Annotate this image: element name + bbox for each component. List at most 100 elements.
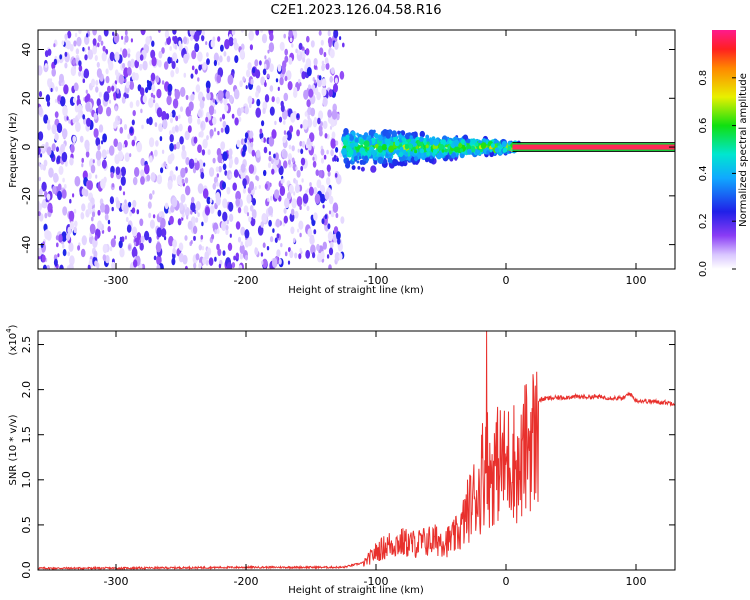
spectrogram-cell (107, 226, 111, 233)
spectrogram-cell (254, 247, 259, 256)
spectrogram-cell (194, 42, 200, 53)
spectrogram-cell (120, 176, 126, 186)
spectrogram-cell (274, 189, 280, 200)
spectrogram-cell (197, 109, 203, 118)
spectrogram-cell (96, 61, 100, 68)
spectrogram-cell (502, 148, 507, 153)
spectrogram-cell (326, 254, 330, 259)
spectrogram-cell (229, 173, 233, 179)
spectrogram-cell (70, 144, 75, 153)
spectrogram-cell (254, 186, 257, 190)
spectrogram-cell (327, 171, 331, 177)
spectrogram-cell (96, 98, 102, 107)
spectrogram-cell (58, 165, 64, 175)
spectrogram-cell (201, 221, 204, 227)
spectrogram-cell (247, 236, 253, 247)
spectrogram-cell (441, 149, 445, 153)
spectrogram-y-ticks: -40 -20 0 20 40 (20, 43, 675, 254)
x-tick-label: 100 (626, 274, 647, 287)
spectrogram-cell (170, 117, 173, 124)
spectrogram-cell (283, 120, 286, 125)
colorbar-tick-label: 0.4 (698, 165, 709, 181)
spectrogram-cell (333, 30, 339, 39)
spectrogram-cell (191, 65, 195, 71)
spectrogram-cell (286, 130, 292, 141)
spectrogram-cell (69, 255, 75, 266)
spectrogram-cell (236, 139, 241, 148)
spectrogram-cell (223, 51, 227, 57)
spectrogram-cell (59, 73, 64, 83)
spectrogram-cell (284, 48, 289, 56)
spectrogram-cell (124, 152, 130, 162)
spectrogram-cell (123, 124, 128, 130)
spectrogram-cell (154, 122, 158, 127)
spectrogram-cell (181, 178, 185, 184)
spectrogram-cell (197, 212, 200, 217)
spectrogram-cell (171, 126, 176, 134)
spectrogram-cell (172, 98, 179, 109)
spectrogram-cell (231, 262, 236, 269)
spectrogram-cell (297, 148, 300, 153)
spectrogram-cell (40, 153, 43, 158)
spectrogram-cell (288, 144, 292, 150)
spectrogram-cell (129, 101, 134, 109)
spectrogram-cell (360, 166, 365, 172)
spectrogram-cell (148, 116, 153, 126)
spectrogram-cell (228, 94, 233, 103)
spectrogram-cell (320, 121, 323, 127)
spectrogram-cell (169, 46, 172, 51)
spectrogram-cell (307, 228, 313, 238)
snr-x-ticks: -300 -200 -100 0 100 (104, 331, 647, 588)
spectrogram-cell (132, 176, 138, 186)
spectrogram-cell (300, 157, 306, 166)
spectrogram-cell (83, 68, 90, 79)
spectrogram-cell (46, 100, 51, 107)
spectrogram-cell (103, 30, 109, 37)
spectrogram-cell (78, 64, 83, 72)
spectrogram-cell (321, 87, 327, 97)
x-tick-label: -300 (104, 575, 129, 588)
spectrogram-cell (124, 35, 129, 43)
spectrogram-cell (294, 252, 298, 259)
spectrogram-cell (302, 119, 309, 130)
spectrogram-cell (217, 90, 224, 101)
spectrogram-cell (226, 55, 231, 63)
spectrogram-cell (191, 159, 194, 164)
spectrogram-cell (282, 60, 287, 69)
spectrogram-cell (322, 204, 325, 209)
spectrogram-cell (171, 197, 178, 208)
spectrogram-cell (126, 224, 132, 233)
spectrogram-cell (291, 157, 295, 163)
spectrogram-cell (229, 158, 234, 166)
spectrogram-cell (408, 143, 413, 149)
spectrogram-cell (129, 211, 133, 217)
spectrogram-cell (73, 208, 77, 214)
spectrogram-cell (270, 158, 274, 165)
spectrogram-cell (453, 139, 460, 147)
spectrogram-cell (44, 63, 48, 68)
spectrogram-cell (297, 49, 301, 56)
spectrogram-cell (256, 98, 261, 107)
spectrogram-cell (271, 129, 277, 139)
spectrogram-cell (309, 132, 315, 143)
spectrogram-cell (460, 139, 465, 145)
spectrogram-cell (147, 201, 152, 209)
spectrogram-cell (310, 244, 316, 255)
spectrogram-cell (169, 134, 174, 143)
spectrogram-cell (197, 118, 201, 125)
spectrogram-cell (308, 144, 312, 151)
spectrogram-cell (272, 257, 278, 268)
spectrogram-cell (179, 202, 184, 211)
spectrogram-cell (284, 75, 288, 82)
spectrogram-cell (69, 198, 72, 204)
spectrogram-cell (202, 62, 207, 71)
spectrogram-cell (113, 138, 118, 147)
spectrogram-cell (193, 136, 198, 144)
spectrogram-cell (43, 114, 49, 124)
spectrogram-cell (80, 212, 85, 220)
spectrogram-cell (139, 87, 145, 96)
spectrogram-cell (226, 219, 229, 225)
spectrogram-cell (240, 241, 244, 247)
spectrogram-cell (153, 255, 157, 261)
